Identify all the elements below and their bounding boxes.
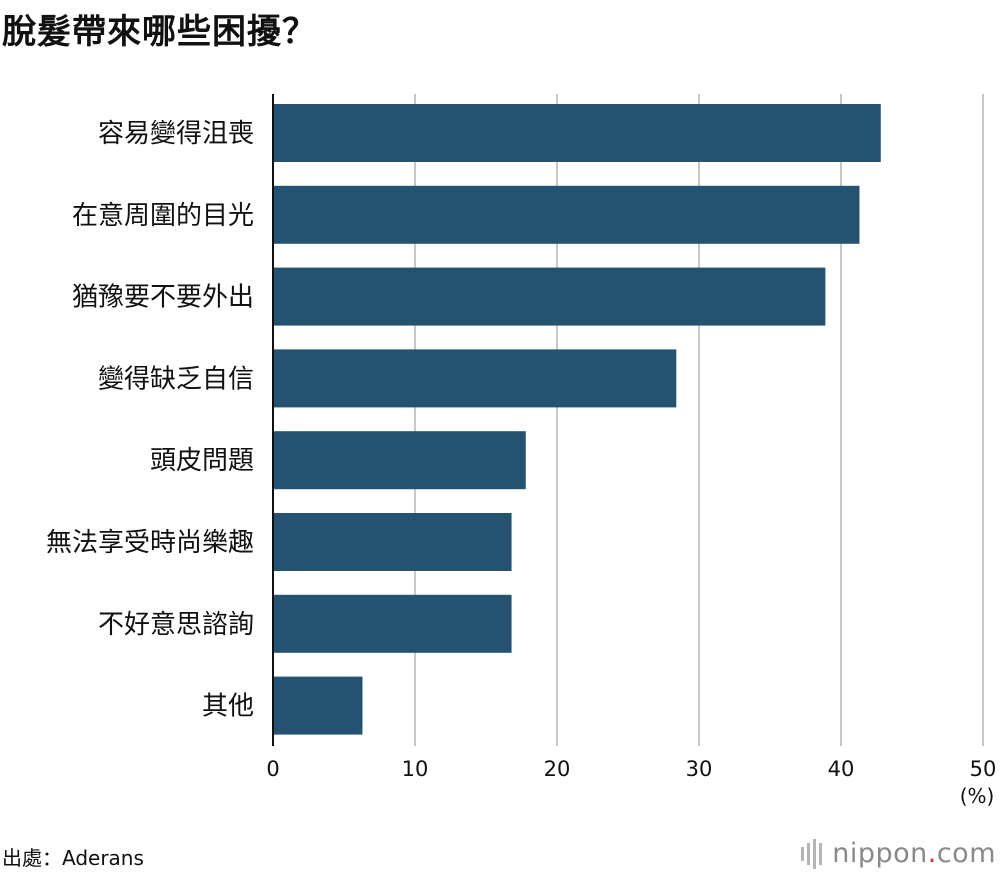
- x-tick-label: 10: [402, 757, 429, 781]
- category-label: 容易變得沮喪: [98, 119, 254, 149]
- category-label: 在意周圍的目光: [72, 201, 254, 231]
- bar: [273, 676, 363, 735]
- x-tick-label: 30: [686, 757, 713, 781]
- bar: [273, 267, 826, 326]
- bar: [273, 513, 512, 571]
- category-label: 無法享受時尚樂趣: [46, 528, 254, 558]
- x-tick-label: 0: [266, 757, 279, 781]
- category-label: 不好意思諮詢: [98, 610, 254, 640]
- bar: [273, 349, 677, 408]
- bar: [273, 185, 860, 244]
- category-label: 頭皮問題: [150, 446, 254, 476]
- x-tick-label: 40: [828, 757, 855, 781]
- brand-dot: .: [927, 838, 937, 869]
- nippon-logo-bars-icon: [801, 838, 823, 869]
- source-note: 出處：Aderans: [2, 846, 144, 870]
- brand-name: nippon.com: [832, 838, 996, 869]
- bar: [273, 594, 512, 653]
- bar-chart: 容易變得沮喪在意周圍的目光猶豫要不要外出變得缺乏自信頭皮問題無法享受時尚樂趣不好…: [46, 94, 996, 808]
- brand-logo: nippon.com: [801, 838, 996, 869]
- x-tick-labels: 0 10 20 30 40 50: [266, 757, 996, 781]
- x-tick-label: 20: [544, 757, 571, 781]
- x-unit-label: (%): [960, 784, 995, 808]
- bar: [273, 431, 526, 490]
- bar: [273, 104, 881, 162]
- chart-title: 脫髮帶來哪些困擾？: [2, 12, 317, 52]
- category-label: 變得缺乏自信: [98, 364, 254, 394]
- category-labels: 容易變得沮喪在意周圍的目光猶豫要不要外出變得缺乏自信頭皮問題無法享受時尚樂趣不好…: [46, 119, 254, 722]
- bars: [273, 104, 881, 735]
- category-label: 其他: [202, 692, 254, 722]
- x-tick-label: 50: [970, 757, 997, 781]
- category-label: 猶豫要不要外出: [72, 283, 254, 313]
